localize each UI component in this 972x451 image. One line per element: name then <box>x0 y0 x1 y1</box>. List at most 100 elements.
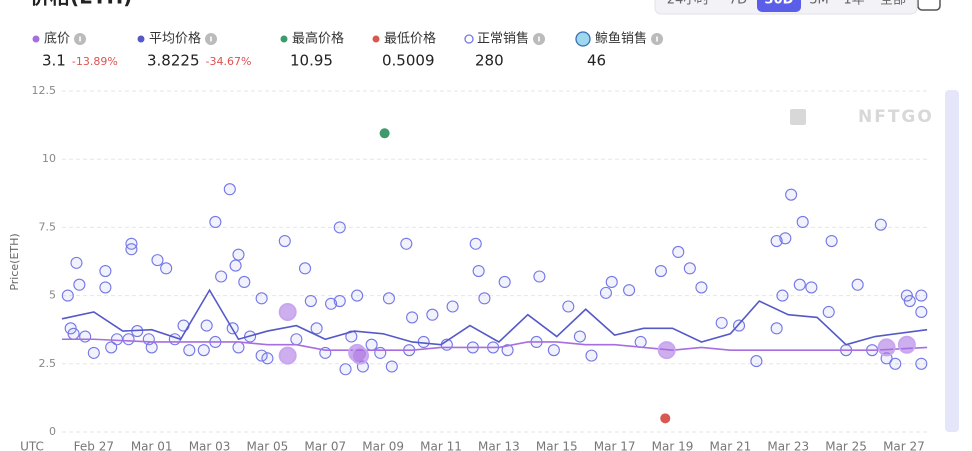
y-tick-label: 5 <box>49 289 56 302</box>
sale-point <box>298 262 312 275</box>
scrollbar[interactable] <box>945 90 959 432</box>
expand-icon[interactable] <box>917 0 941 11</box>
sale-point <box>177 319 190 332</box>
sale-point <box>715 316 728 329</box>
sale-point <box>200 319 213 332</box>
x-tick-label: Mar 05 <box>247 440 289 451</box>
sale-point <box>255 349 268 362</box>
whale-sale <box>278 302 297 321</box>
sale-point <box>99 281 112 294</box>
legend-label: 底价 <box>44 31 70 47</box>
x-tick-label: Mar 19 <box>652 440 694 451</box>
sale-point <box>605 275 618 289</box>
sale-point <box>374 346 387 359</box>
sale-point <box>672 245 685 259</box>
sale-point <box>915 305 928 319</box>
y-tick-label: 10 <box>42 152 56 165</box>
x-tick-label: Feb 27 <box>74 440 114 451</box>
sale-point <box>498 275 511 289</box>
y-tick-label: 12.5 <box>32 84 57 97</box>
sale-point <box>333 221 346 234</box>
sale-point <box>874 218 887 231</box>
range-button[interactable]: 24小时 <box>667 0 710 8</box>
sale-point <box>478 292 491 305</box>
sale-point <box>232 248 245 261</box>
sale-point <box>599 286 612 299</box>
sale-point <box>290 333 303 346</box>
legend-marker <box>464 34 474 44</box>
x-tick-label: Mar 21 <box>709 440 751 451</box>
sale-point <box>796 215 809 228</box>
sale-point <box>426 308 439 321</box>
stat-change: -34.67% <box>206 55 252 68</box>
x-tick-label: Mar 11 <box>420 440 462 451</box>
info-icon-bar <box>656 36 658 42</box>
sale-point <box>238 275 251 289</box>
legend-label: 正常销售 <box>477 31 529 47</box>
sale-point <box>99 264 112 278</box>
range-button[interactable]: 30D <box>765 0 794 8</box>
sale-point <box>351 289 364 302</box>
range-button[interactable]: 全部 <box>880 0 906 8</box>
sale-point <box>232 341 245 354</box>
legend-marker <box>575 31 591 47</box>
range-button-active[interactable] <box>757 0 801 12</box>
sale-point <box>793 278 806 291</box>
stat-value: 10.95 <box>290 52 333 70</box>
range-button[interactable]: 1年 <box>843 0 864 8</box>
y-tick-label: 2.5 <box>39 357 57 370</box>
x-tick-label: Mar 25 <box>825 440 867 451</box>
legend-label: 最低价格 <box>384 31 436 47</box>
sale-point <box>805 281 818 294</box>
whale-sale <box>657 341 676 360</box>
sale-point <box>785 188 798 201</box>
sale-point <box>365 338 378 351</box>
sale-point <box>67 327 80 340</box>
sale-point <box>382 292 395 305</box>
sale-point <box>333 295 346 308</box>
info-icon-bar <box>79 36 81 42</box>
sale-point <box>385 360 398 373</box>
stat-change: -13.89% <box>72 55 118 68</box>
sale-point <box>122 333 135 346</box>
legend-marker <box>137 35 145 43</box>
sale-point <box>87 346 100 359</box>
range-button[interactable]: 7D <box>729 0 747 8</box>
sale-point <box>770 322 783 335</box>
sale-point <box>634 335 647 349</box>
extreme-point <box>660 413 671 424</box>
sale-point <box>851 278 864 291</box>
chart-title: 价格(ETH) <box>30 0 132 9</box>
range-button[interactable]: 3M <box>809 0 829 8</box>
stat-value: 46 <box>587 52 606 70</box>
sale-point <box>446 300 459 313</box>
sale-point <box>110 333 124 346</box>
sale-point <box>400 237 413 250</box>
sale-point <box>501 344 514 357</box>
whale-sale <box>351 346 370 365</box>
x-tick-label: Mar 01 <box>131 440 173 451</box>
timezone-label: UTC <box>20 440 44 451</box>
sale-point <box>822 305 835 319</box>
sale-point <box>160 262 173 275</box>
watermark-logo <box>790 109 806 125</box>
sale-point <box>562 300 575 313</box>
info-icon-bar <box>538 36 540 42</box>
sale-point <box>229 259 242 272</box>
sale-point <box>105 341 118 354</box>
sale-point <box>70 256 83 269</box>
legend-marker <box>372 35 380 43</box>
x-tick-label: Mar 27 <box>883 440 925 451</box>
sale-point <box>573 330 586 343</box>
stat-value: 280 <box>475 52 504 70</box>
legend-marker <box>32 35 40 43</box>
legend-label: 平均价格 <box>149 31 201 47</box>
stat-value: 3.1 <box>42 52 66 70</box>
sale-point <box>654 264 667 278</box>
legend-label: 最高价格 <box>292 31 344 47</box>
sale-point <box>889 357 902 370</box>
x-tick-label: Mar 07 <box>304 440 346 451</box>
sale-point <box>825 234 838 248</box>
sale-point <box>915 289 928 302</box>
